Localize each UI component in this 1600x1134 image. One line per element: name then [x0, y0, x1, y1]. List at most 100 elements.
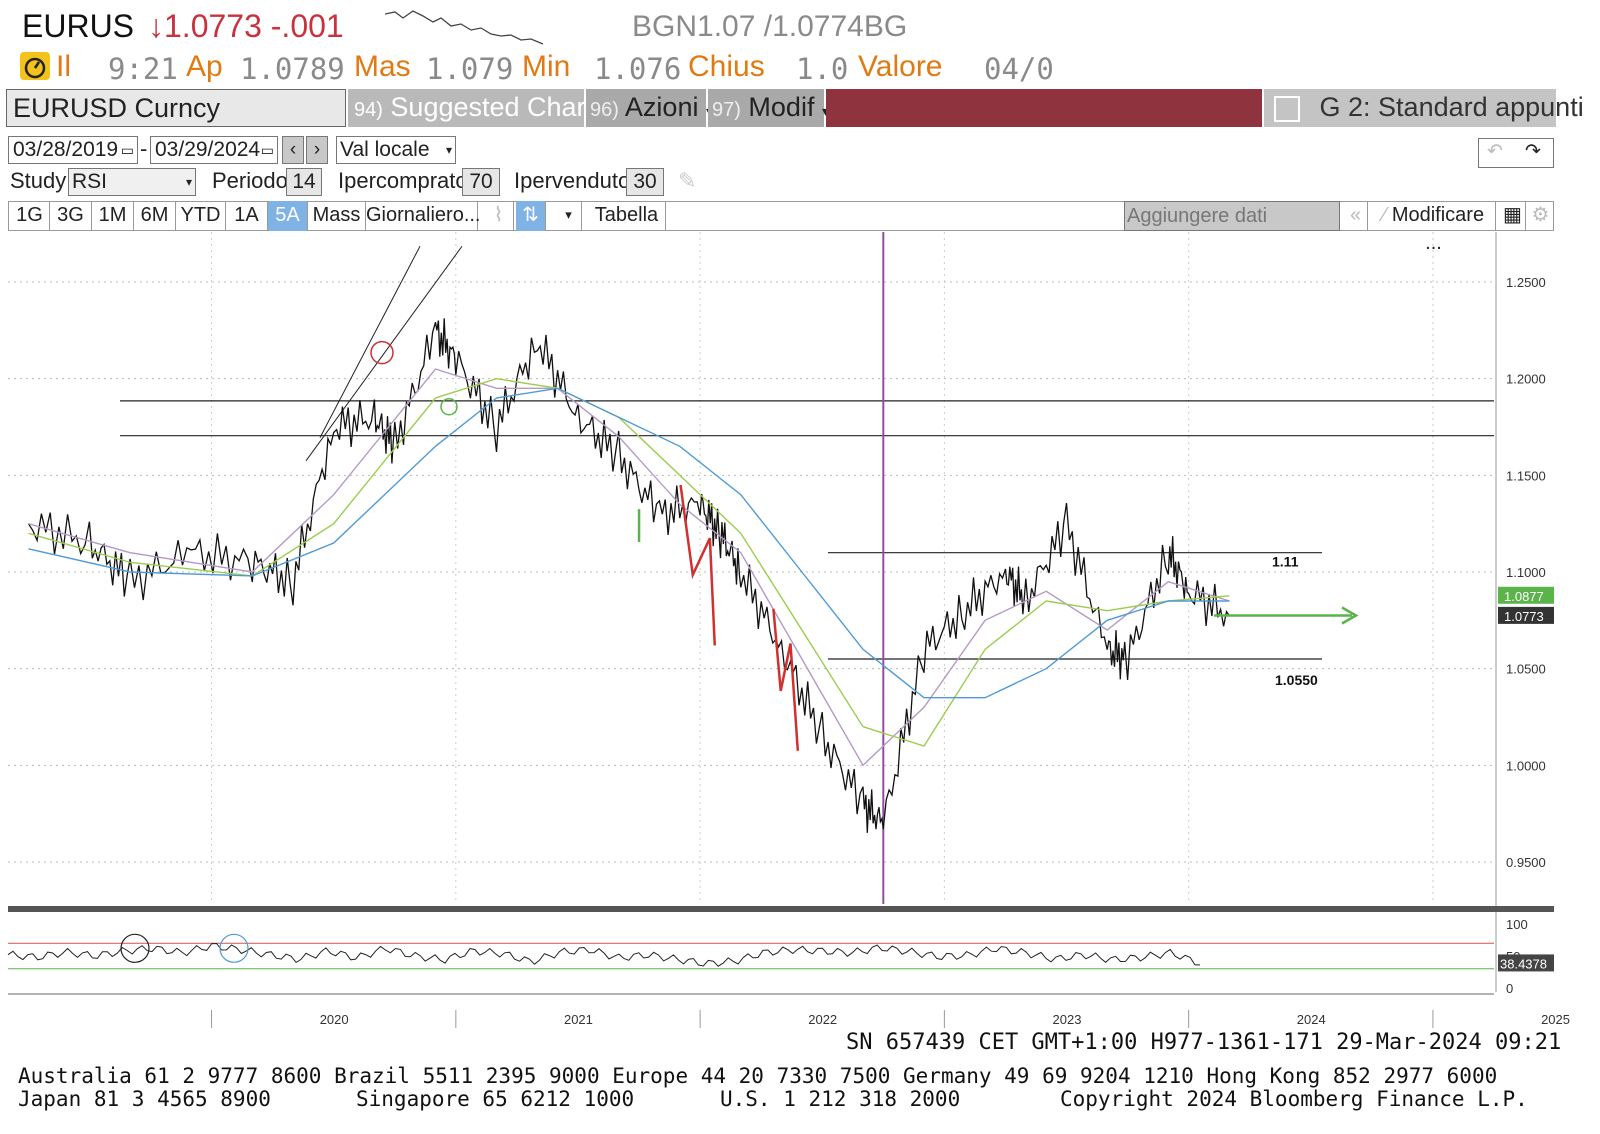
notes-icon[interactable]: ▦	[1500, 201, 1526, 231]
next-period-button[interactable]: ›	[306, 136, 328, 164]
undo-icon[interactable]: ↶	[1487, 141, 1503, 162]
prev-period-button[interactable]: ‹	[282, 136, 304, 164]
timeframe-5a[interactable]: 5A	[268, 201, 308, 231]
chart-type-icon[interactable]: ⌇	[484, 201, 514, 231]
quote-value-volume: 04/0	[984, 52, 1054, 86]
y-tick-label: 1.1000	[1506, 565, 1546, 580]
period-input[interactable]: 14	[286, 168, 322, 196]
footer-us: U.S. 1 212 318 2000	[720, 1087, 961, 1111]
edit-button[interactable]: ⁄ Modificare ...	[1372, 201, 1496, 254]
timeframe-mass[interactable]: Mass	[308, 201, 366, 231]
panel-separator	[8, 906, 1554, 912]
price-series-line	[28, 377, 1230, 747]
annotation-stroke	[679, 484, 717, 646]
x-tick-label: 2020	[320, 1012, 349, 1027]
security-text: EURUSD Curncy	[13, 93, 221, 123]
chevron-left-icon: ‹	[289, 139, 297, 160]
timeframe-1a[interactable]: 1A	[226, 201, 268, 231]
quote-label-volume: Valore	[858, 50, 943, 83]
table-button[interactable]: Tabella	[588, 201, 666, 231]
bid-ask: BGN1.07 /1.0774BG	[632, 10, 908, 43]
annotation-circle	[219, 933, 249, 963]
menu-label: Azioni	[624, 92, 699, 122]
calendar-icon[interactable]: ▭	[260, 142, 274, 158]
x-tick-label: 2023	[1053, 1012, 1082, 1027]
currency-select[interactable]: Val locale ▾	[336, 136, 456, 164]
study-select[interactable]: RSI ▾	[68, 168, 196, 196]
footer-copyright: Copyright 2024 Bloomberg Finance L.P.	[1060, 1087, 1528, 1111]
rsi-value-label: 38.4378	[1500, 956, 1547, 971]
add-data-input[interactable]: Aggiungere dati	[1124, 201, 1340, 231]
y-tick-label: 1.2500	[1506, 275, 1546, 290]
chart-name-field[interactable]: G 2: Standard appunti	[1264, 89, 1584, 127]
oversold-input[interactable]: 30	[626, 168, 664, 196]
popout-icon[interactable]	[1274, 95, 1300, 122]
security-bar: EURUSD Curncy 94) Suggested Charts ▾ 96)…	[6, 89, 1584, 127]
status-line: SN 657439 CET GMT+1:00 H977-1361-171 29-…	[846, 1030, 1562, 1055]
rsi-tick-label: 100	[1506, 917, 1528, 932]
chevron-down-icon: ▾	[822, 103, 829, 119]
pencil-icon[interactable]: ✎	[678, 168, 697, 193]
footer-singapore: Singapore 65 6212 1000	[356, 1087, 635, 1111]
timeframe-3g[interactable]: 3G	[50, 201, 92, 231]
edit-text: Modificare ...	[1391, 204, 1485, 254]
price-tag-label: 1.0773	[1504, 609, 1544, 624]
frequency-select[interactable]: Giornaliero...	[366, 201, 481, 231]
chevron-down-icon[interactable]: ▾	[556, 201, 582, 231]
timeframe-1g[interactable]: 1G	[10, 201, 50, 231]
realtime-icon	[20, 52, 50, 80]
y-tick-label: 0.9500	[1506, 855, 1546, 870]
collapse-icon[interactable]: «	[1344, 201, 1368, 231]
annotation-circle	[370, 340, 394, 365]
date-to-text: 03/29/2024	[155, 138, 261, 161]
x-tick-label: 2025	[1541, 1012, 1570, 1027]
menu-modif[interactable]: 97) Modif ▾	[708, 89, 829, 127]
study-label: Study	[10, 168, 67, 193]
study-text: RSI	[72, 170, 108, 193]
price-series-line	[27, 318, 1230, 833]
oversold-text: 30	[633, 170, 657, 193]
overbought-input[interactable]: 70	[462, 168, 500, 196]
timeframe-1m[interactable]: 1M	[92, 201, 134, 231]
menu-num: 96)	[590, 99, 619, 121]
candle-icon[interactable]: ⇅	[516, 201, 546, 231]
period-label: Periodo	[212, 168, 288, 193]
date-to-field[interactable]: 03/29/2024 ▭	[150, 136, 278, 164]
oversold-label: Ipervenduto	[514, 168, 631, 193]
quote-label-close: Chius	[688, 50, 765, 83]
date-from-text: 03/28/2019	[13, 138, 119, 161]
rsi-value-tag	[1498, 954, 1554, 972]
gear-icon[interactable]: ⚙	[1528, 201, 1554, 231]
timeframe-6m[interactable]: 6M	[134, 201, 176, 231]
level-label: 1.11	[1272, 554, 1299, 570]
quote-label-time: Il	[56, 50, 71, 83]
rsi-tick-label: 0	[1506, 981, 1513, 996]
menu-suggested-charts[interactable]: 94) Suggested Charts ▾	[348, 89, 621, 127]
rsi-line	[7, 942, 1200, 967]
last-price: ↓1.0773 -.001	[148, 8, 344, 44]
security-field[interactable]: EURUSD Curncy	[6, 89, 346, 127]
menu-num: 94)	[354, 99, 383, 121]
price-tag	[1498, 586, 1554, 604]
timeframe-ytd[interactable]: YTD	[176, 201, 226, 231]
quote-value-time: 9:21	[108, 52, 178, 86]
x-tick-label: 2022	[808, 1012, 837, 1027]
annotation-circle	[440, 397, 458, 416]
x-tick-label: 2021	[564, 1012, 593, 1027]
quote-label-high: Mas	[354, 50, 411, 83]
quote-label-open: Ap	[186, 50, 223, 83]
chart-name-text: G 2: Standard appunti	[1319, 92, 1584, 122]
chevron-down-icon: ▾	[185, 175, 192, 189]
date-from-field[interactable]: 03/28/2019 ▭	[8, 136, 138, 164]
calendar-icon[interactable]: ▭	[120, 142, 134, 158]
price-series-line	[28, 368, 1230, 767]
footer-contacts-line1: Australia 61 2 9777 8600 Brazil 5511 239…	[18, 1064, 1498, 1088]
menu-azioni[interactable]: 96) Azioni ▾	[586, 89, 713, 127]
currency-text: Val locale	[340, 138, 430, 161]
period-text: 14	[292, 170, 316, 193]
trendline	[319, 246, 421, 438]
price-chart[interactable]: 1.2500 1.2000 1.1500 1.1000 1.0500 1.0000 0.95…	[0, 232, 1600, 1032]
quote-value-close: 1.0	[796, 52, 849, 86]
annotation-circle	[120, 933, 150, 963]
redo-icon[interactable]: ↷	[1525, 141, 1541, 162]
